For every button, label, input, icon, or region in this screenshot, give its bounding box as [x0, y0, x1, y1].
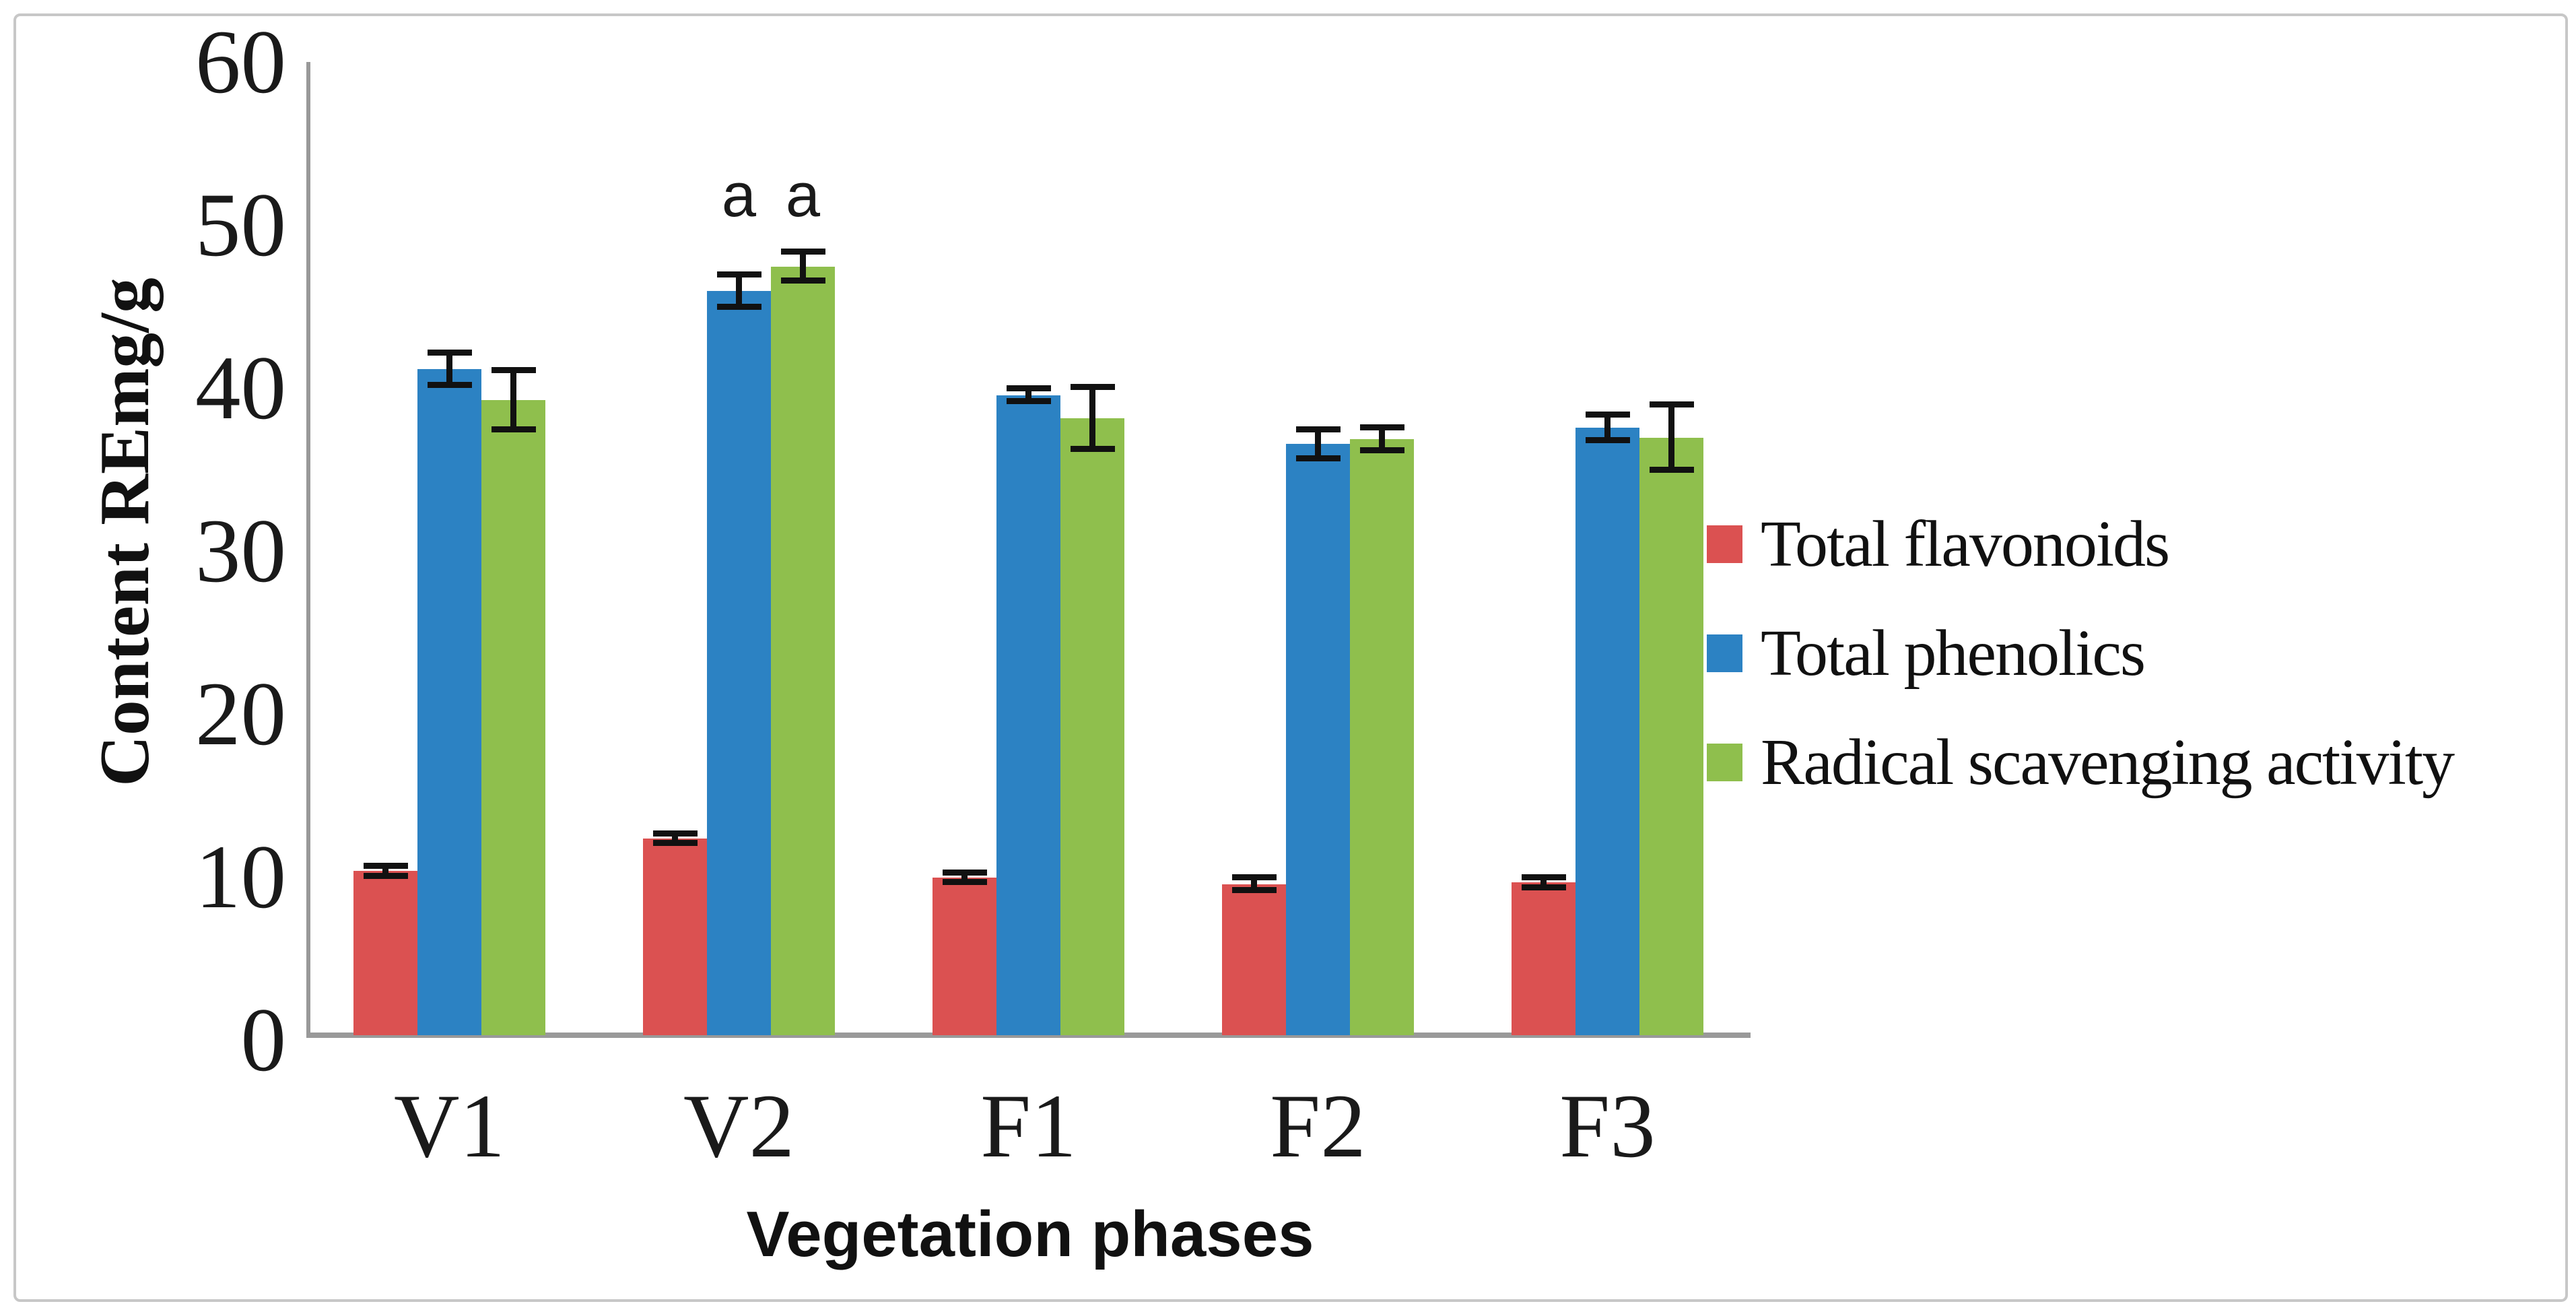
- error-bar-cap-top: [363, 863, 408, 870]
- bar-total-phenolics-V2: [707, 290, 771, 1035]
- bar-radical-scavenging-activity-F1: [1060, 418, 1124, 1035]
- error-bar-line: [1668, 405, 1674, 470]
- y-tick-label: 0: [240, 990, 287, 1090]
- bar-total-phenolics-V1: [417, 368, 481, 1035]
- error-bar-cap-bottom: [1231, 887, 1277, 894]
- error-bar-line: [1089, 387, 1095, 449]
- bar-radical-scavenging-activity-V1: [481, 399, 545, 1035]
- error-bar-cap-top: [1070, 383, 1115, 390]
- legend-swatch: [1707, 744, 1742, 781]
- error-bar-cap-top: [1295, 426, 1341, 432]
- error-bar-line: [510, 370, 516, 430]
- error-bar-cap-bottom: [652, 840, 698, 847]
- y-tick-label: 60: [195, 12, 286, 112]
- error-bar-cap-bottom: [1359, 447, 1404, 453]
- error-bar-line: [1025, 389, 1031, 402]
- x-category-label: V1: [394, 1076, 505, 1177]
- error-bar-cap-top: [1231, 874, 1277, 880]
- significance-letter: a: [721, 161, 757, 230]
- error-bar-line: [736, 274, 742, 307]
- x-category-label: F3: [1559, 1076, 1656, 1177]
- error-bar-line: [1251, 878, 1257, 891]
- error-bar-cap-top: [427, 349, 472, 356]
- error-bar-line: [1540, 878, 1547, 888]
- x-category-label: V2: [683, 1076, 794, 1177]
- error-bar-line: [672, 833, 678, 844]
- y-tick-label: 20: [195, 664, 286, 764]
- bar-total-phenolics-F3: [1575, 428, 1639, 1035]
- error-bar-line: [800, 251, 806, 282]
- error-bar-cap-bottom: [427, 382, 472, 389]
- error-bar-line: [1379, 428, 1385, 451]
- error-bar-cap-bottom: [1649, 467, 1694, 473]
- error-bar-line: [1315, 429, 1321, 459]
- legend-label: Radical scavenging activity: [1761, 726, 2455, 799]
- x-category-label: F1: [980, 1076, 1077, 1177]
- legend-swatch: [1707, 525, 1742, 563]
- y-tick-label: 50: [195, 175, 286, 275]
- error-bar-cap-bottom: [1521, 884, 1566, 890]
- bar-total-phenolics-F1: [996, 395, 1060, 1035]
- error-bar-cap-top: [716, 271, 761, 277]
- bar-total-flavonoids-V1: [353, 871, 417, 1035]
- x-axis-line: [306, 1033, 1751, 1038]
- error-bar-line: [1604, 414, 1611, 441]
- error-bar-cap-top: [1585, 411, 1630, 418]
- y-tick-label: 10: [195, 827, 286, 927]
- error-bar-cap-bottom: [491, 426, 536, 432]
- error-bar-cap-bottom: [363, 872, 408, 879]
- bar-radical-scavenging-activity-F2: [1350, 439, 1414, 1035]
- y-tick-label: 30: [195, 501, 286, 601]
- error-bar-cap-top: [942, 869, 987, 876]
- legend-swatch: [1707, 634, 1742, 672]
- error-bar-cap-bottom: [1585, 437, 1630, 444]
- error-bar-cap-top: [1521, 874, 1566, 880]
- x-axis-title: Vegetation phases: [746, 1198, 1314, 1270]
- error-bar-cap-top: [1359, 424, 1404, 431]
- error-bar-cap-top: [1649, 401, 1694, 408]
- bar-radical-scavenging-activity-V2: [771, 266, 835, 1035]
- bar-total-phenolics-F2: [1286, 444, 1350, 1035]
- bar-total-flavonoids-F3: [1512, 882, 1575, 1035]
- bar-total-flavonoids-F2: [1222, 884, 1286, 1035]
- error-bar-cap-bottom: [1006, 398, 1051, 405]
- bar-radical-scavenging-activity-F3: [1639, 437, 1703, 1035]
- y-tick-label: 40: [195, 338, 286, 438]
- error-bar-cap-bottom: [716, 304, 761, 310]
- error-bar-cap-bottom: [780, 277, 825, 284]
- significance-letter: a: [785, 161, 821, 230]
- x-category-label: F2: [1270, 1076, 1366, 1177]
- y-axis-line: [306, 62, 310, 1038]
- error-bar-cap-top: [1006, 385, 1051, 391]
- error-bar-line: [382, 866, 388, 876]
- bar-total-flavonoids-V2: [643, 838, 707, 1035]
- error-bar-cap-bottom: [942, 879, 987, 886]
- error-bar-line: [446, 352, 452, 386]
- error-bar-cap-top: [780, 248, 825, 255]
- bar-total-flavonoids-F1: [933, 878, 996, 1035]
- error-bar-cap-bottom: [1295, 455, 1341, 462]
- error-bar-line: [961, 872, 968, 883]
- error-bar-cap-bottom: [1070, 445, 1115, 452]
- error-bar-cap-top: [491, 367, 536, 374]
- legend-label: Total phenolics: [1761, 617, 2146, 690]
- legend-label: Total flavonoids: [1761, 508, 2170, 581]
- error-bar-cap-top: [652, 830, 698, 837]
